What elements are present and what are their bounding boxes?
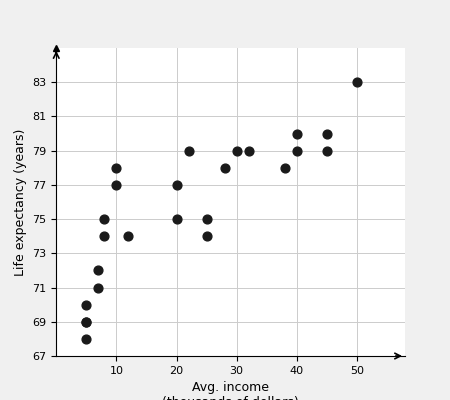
Point xyxy=(323,148,330,154)
Point xyxy=(125,233,132,240)
Point xyxy=(221,164,228,171)
Point xyxy=(113,182,120,188)
Point xyxy=(95,267,102,274)
Point xyxy=(83,302,90,308)
Point xyxy=(281,164,288,171)
Point xyxy=(113,164,120,171)
Point xyxy=(233,148,240,154)
Point xyxy=(353,79,360,86)
Point xyxy=(293,130,300,137)
Y-axis label: Life expectancy (years): Life expectancy (years) xyxy=(14,128,27,276)
Point xyxy=(83,318,90,325)
Point xyxy=(185,148,192,154)
X-axis label: Avg. income
(thousands of dollars): Avg. income (thousands of dollars) xyxy=(162,381,299,400)
Point xyxy=(173,182,180,188)
Point xyxy=(101,233,108,240)
Point xyxy=(101,216,108,222)
Point xyxy=(83,318,90,325)
Point xyxy=(203,233,210,240)
Point xyxy=(83,336,90,342)
Point xyxy=(245,148,252,154)
Point xyxy=(173,216,180,222)
Point xyxy=(203,216,210,222)
Point xyxy=(293,148,300,154)
Point xyxy=(95,284,102,291)
Point xyxy=(323,130,330,137)
